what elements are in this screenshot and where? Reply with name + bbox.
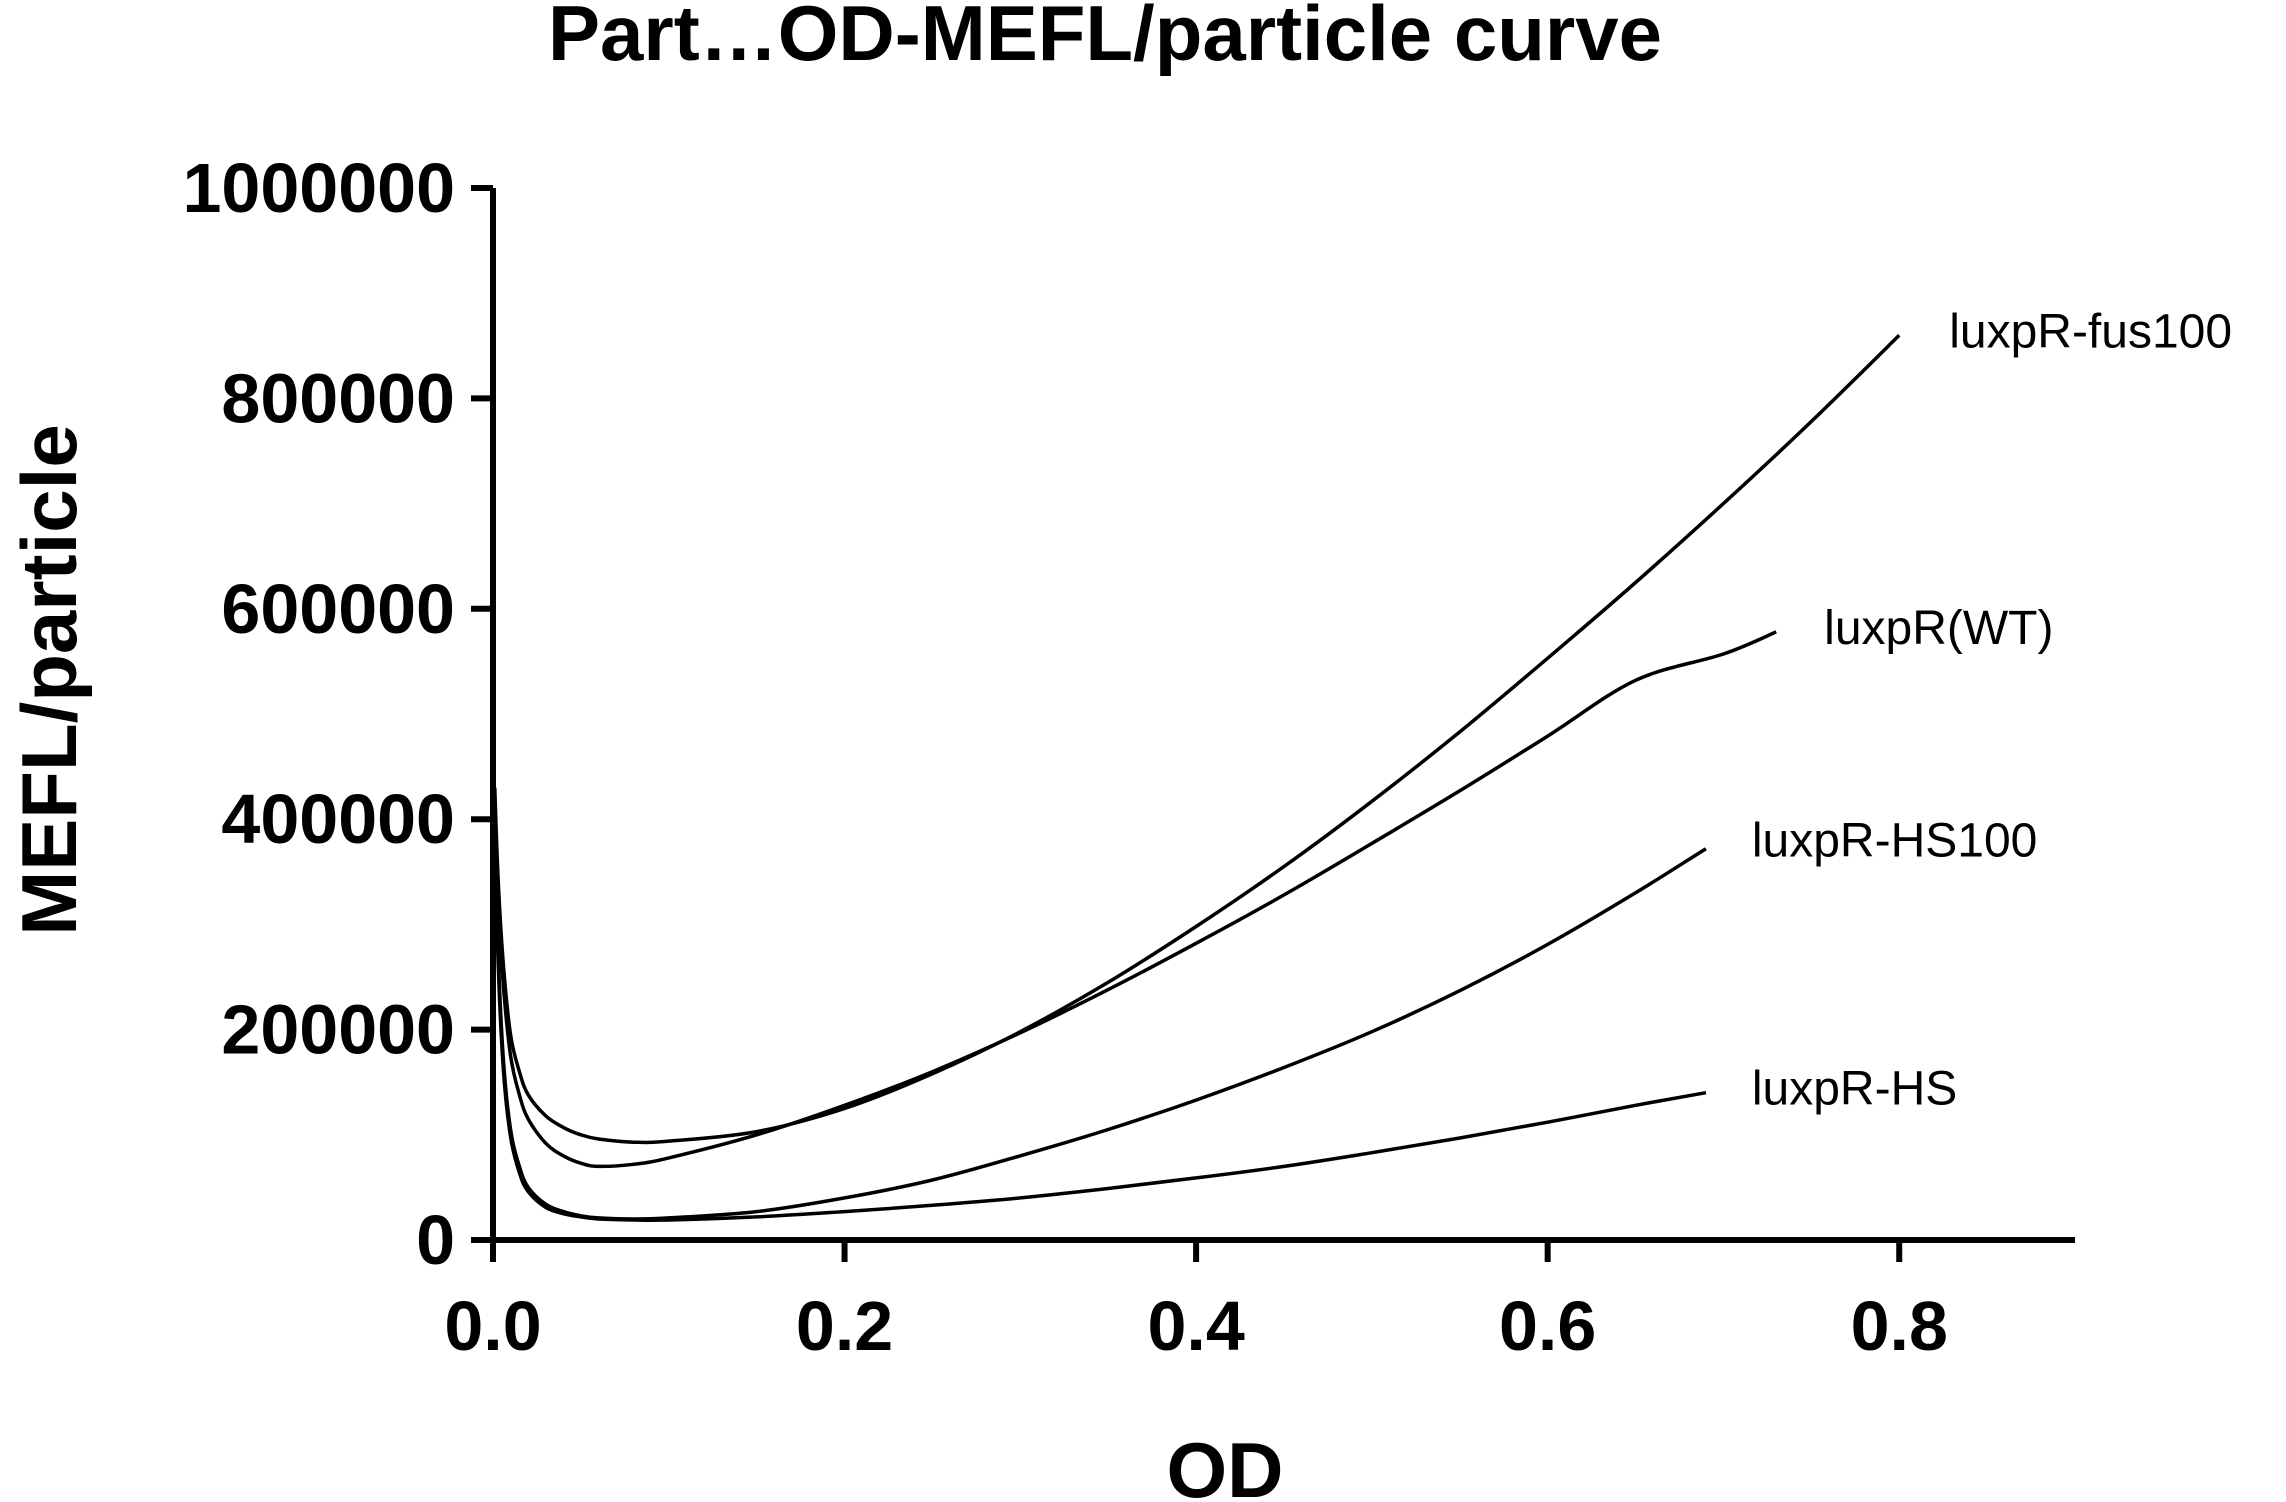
series-label-2: luxpR(WT) (1824, 602, 2053, 655)
series-label-4: luxpR-HS (1752, 1063, 1957, 1116)
series-label-3: luxpR-HS100 (1752, 815, 2037, 868)
y-tick-label: 0 (416, 1201, 455, 1279)
series-label-1: luxpR-fus100 (1949, 305, 2232, 358)
x-tick-label: 0.0 (444, 1287, 541, 1365)
x-tick-label: 0.4 (1147, 1287, 1244, 1365)
axes (490, 188, 2075, 1243)
y-tick-label: 400000 (221, 780, 455, 858)
y-tick-label: 1000000 (182, 149, 455, 227)
y-tick-label: 200000 (221, 991, 455, 1069)
x-axis-title: OD (1167, 1426, 1284, 1502)
chart-title: Part…OD-MEFL/particle curve (548, 0, 1662, 77)
ticks-group: 0.0 0.2 0.4 0.6 0.8 0 200000 400000 600000 800000… (182, 149, 1947, 1365)
x-tick-label: 0.6 (1499, 1287, 1596, 1365)
y-tick-label: 800000 (221, 359, 455, 437)
series-line-1 (493, 334, 1901, 1145)
x-tick-label: 0.2 (796, 1287, 893, 1365)
series-line-2 (493, 630, 1777, 1169)
y-axis-title: MEFL/particle (5, 424, 93, 935)
series-line-4 (493, 829, 1707, 1223)
x-tick-label: 0.8 (1851, 1287, 1948, 1365)
series-group: luxpR-fus100 luxpR(WT) luxpR-HS100 luxpR-HS (493, 305, 2232, 1223)
y-tick-label: 600000 (221, 570, 455, 648)
series-line-3 (493, 819, 1707, 1221)
